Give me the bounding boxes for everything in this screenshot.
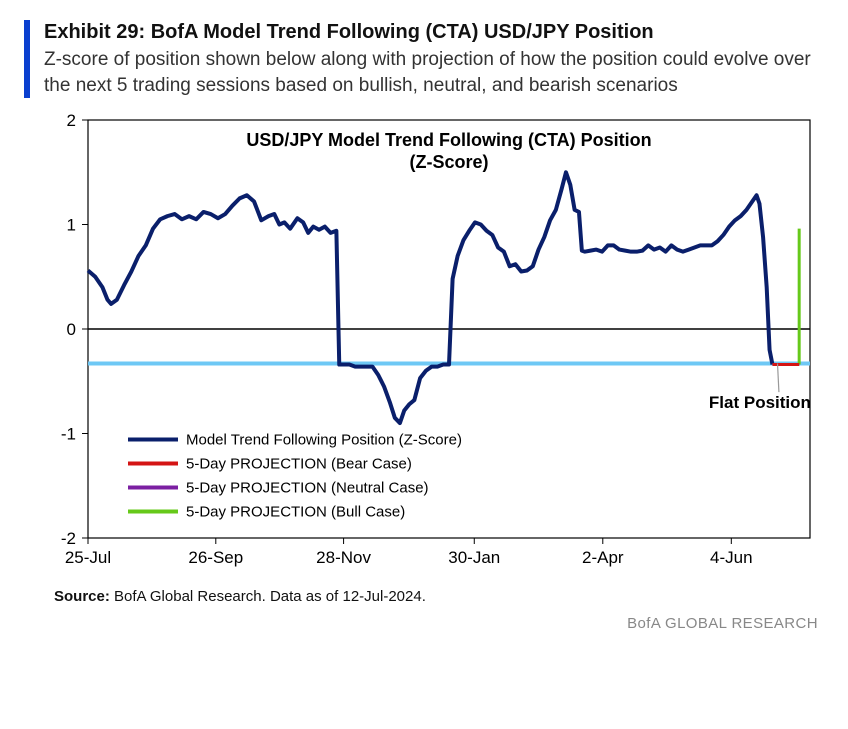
chart-title-line2: (Z-Score): [409, 152, 488, 172]
x-tick-label: 26-Sep: [188, 548, 243, 567]
exhibit-header: Exhibit 29: BofA Model Trend Following (…: [24, 20, 824, 98]
flat-position-label: Flat Position: [709, 393, 811, 412]
x-tick-label: 30-Jan: [448, 548, 500, 567]
legend-label: 5-Day PROJECTION (Bull Case): [186, 504, 405, 521]
y-tick-label: 0: [67, 320, 76, 339]
x-tick-label: 4-Jun: [710, 548, 753, 567]
source-text: BofA Global Research. Data as of 12-Jul-…: [114, 588, 426, 605]
line-chart: USD/JPY Model Trend Following (CTA) Posi…: [24, 110, 824, 570]
legend-label: 5-Day PROJECTION (Neutral Case): [186, 480, 429, 497]
source-prefix: Source:: [54, 588, 110, 605]
y-tick-label: -2: [61, 529, 76, 548]
y-tick-label: -1: [61, 425, 76, 444]
source-line: Source: BofA Global Research. Data as of…: [54, 588, 824, 605]
legend-label: 5-Day PROJECTION (Bear Case): [186, 456, 412, 473]
legend-label: Model Trend Following Position (Z-Score): [186, 432, 462, 449]
chart-title-line1: USD/JPY Model Trend Following (CTA) Posi…: [246, 130, 651, 150]
footer-brand: BofA GLOBAL RESEARCH: [24, 615, 824, 632]
x-tick-label: 28-Nov: [316, 548, 371, 567]
exhibit-title: Exhibit 29: BofA Model Trend Following (…: [44, 20, 824, 45]
x-tick-label: 2-Apr: [582, 548, 624, 567]
y-tick-label: 1: [67, 216, 76, 235]
chart-container: USD/JPY Model Trend Following (CTA) Posi…: [24, 110, 824, 570]
exhibit-subtitle: Z-score of position shown below along wi…: [44, 47, 824, 98]
y-tick-label: 2: [67, 111, 76, 130]
x-tick-label: 25-Jul: [65, 548, 111, 567]
